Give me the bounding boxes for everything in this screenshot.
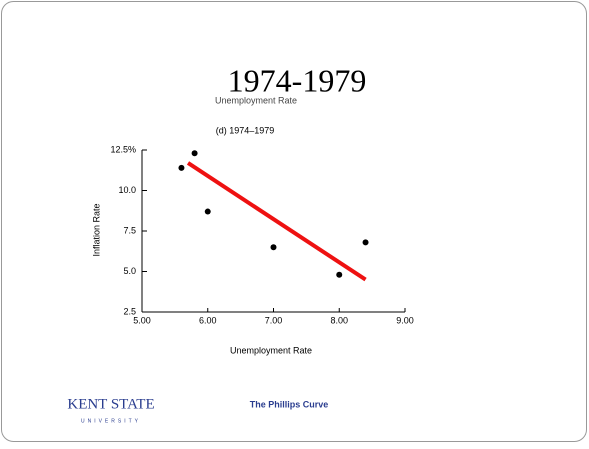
chart-subtitle: (d) 1974–1979 [216,125,275,135]
y-axis-label: Inflation Rate [91,203,101,256]
x-tick-label: 5.00 [133,315,151,325]
x-tick-label: 9.00 [396,315,414,325]
point [270,244,277,251]
logo-sub: UNIVERSITY [81,418,141,424]
slide-title: 1974-1979 [228,62,367,98]
y-tick-label: 12.5% [110,144,136,154]
slide-border [1,1,587,442]
y-tick-label: 10.0 [118,185,136,195]
x-tick-label: 8.00 [330,315,348,325]
footer: The Phillips Curve [250,399,329,409]
x-axis-label: Unemployment Rate [230,345,312,355]
y-tick-label: 2.5 [123,306,136,316]
point [204,208,211,215]
point [178,164,185,171]
point [191,150,198,157]
logo: KENT STATE [67,396,154,412]
point [336,271,343,278]
overlapped-label: Unemployment Rate [215,95,297,105]
x-tick-label: 6.00 [199,315,217,325]
point [362,239,369,246]
y-tick-label: 7.5 [123,225,136,235]
x-tick-label: 7.00 [265,315,283,325]
y-tick-label: 5.0 [123,266,136,276]
trend-line [186,161,367,282]
